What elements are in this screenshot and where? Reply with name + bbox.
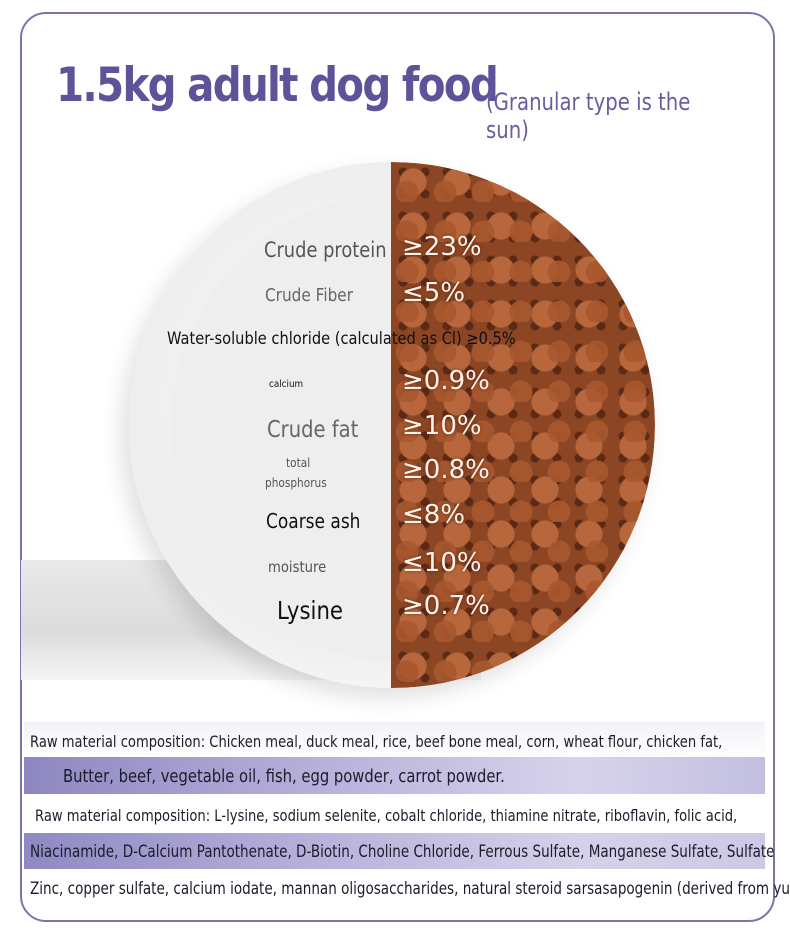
nutrient-value-crude-protein: ≥23% (402, 232, 482, 262)
nutrient-label-phosphorus-2: phosphorus (265, 476, 327, 490)
nutrient-label-crude-fiber: Crude Fiber (265, 285, 354, 306)
nutrient-value-crude-fiber: ≤5% (402, 278, 466, 308)
nutrient-value-moisture: ≤10% (402, 548, 482, 578)
nutrient-label-moisture: moisture (268, 558, 327, 576)
plate-image (129, 162, 655, 688)
ingredients-line-3: Raw material composition: L-lysine, sodi… (35, 806, 738, 825)
ingredients-band-2 (24, 757, 765, 794)
nutrient-label-phosphorus-1: total (286, 456, 311, 470)
nutrient-value-coarse-ash: ≤8% (402, 500, 466, 530)
nutrient-label-crude-protein: Crude protein (264, 238, 387, 262)
nutrient-label-crude-fat: Crude fat (267, 417, 359, 443)
ingredients-band-4 (24, 833, 765, 869)
ingredients-band-1 (24, 722, 765, 760)
ingredients-line-4: Niacinamide, D-Calcium Pantothenate, D-B… (30, 842, 775, 861)
nutrient-label-coarse-ash: Coarse ash (266, 509, 361, 533)
product-subtitle: (Granular type is the sun) (486, 88, 691, 144)
nutrient-value-phosphorus: ≥0.8% (402, 455, 490, 485)
kibble-image (391, 162, 655, 688)
nutrient-value-crude-fat: ≥10% (402, 411, 482, 441)
nutrient-value-calcium: ≥0.9% (402, 366, 490, 396)
nutrient-label-lysine: Lysine (277, 596, 343, 625)
nutrient-label-calcium: calcium (269, 379, 304, 390)
ingredients-line-2: Butter, beef, vegetable oil, fish, egg p… (63, 766, 505, 787)
ingredients-line-5: Zinc, copper sulfate, calcium iodate, ma… (30, 879, 790, 898)
nutrient-value-lysine: ≥0.7% (402, 591, 490, 621)
ingredients-line-1: Raw material composition: Chicken meal, … (30, 732, 723, 751)
product-title: 1.5kg adult dog food (56, 58, 499, 113)
nutrient-label-chloride: Water-soluble chloride (calculated as Cl… (167, 329, 516, 349)
